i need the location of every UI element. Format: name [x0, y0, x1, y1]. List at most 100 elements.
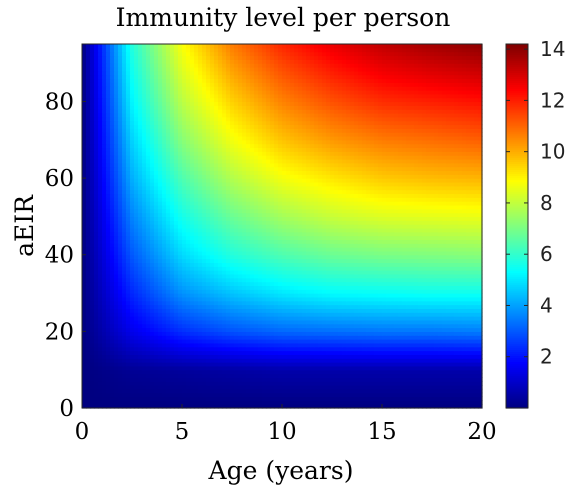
- heatmap-cell: [434, 369, 439, 375]
- heatmap-cell: [382, 323, 387, 329]
- heatmap-cell: [222, 231, 227, 237]
- heatmap-cell: [114, 220, 119, 225]
- heatmap-cell: [406, 381, 411, 386]
- heatmap-cell: [334, 270, 339, 275]
- heatmap-cell: [458, 400, 463, 405]
- heatmap-cell: [422, 254, 427, 260]
- heatmap-cell: [406, 231, 411, 237]
- heatmap-cell: [230, 319, 235, 325]
- heatmap-cell: [334, 369, 339, 375]
- heatmap-cell: [190, 289, 195, 294]
- heatmap-cell: [254, 388, 259, 394]
- heatmap-cell: [450, 220, 455, 225]
- heatmap-cell: [450, 227, 455, 233]
- heatmap-cell: [370, 400, 375, 405]
- heatmap-cell: [214, 392, 219, 398]
- heatmap-cell: [282, 239, 287, 244]
- heatmap-cell: [182, 385, 187, 390]
- heatmap-cell: [214, 354, 219, 359]
- heatmap-cell: [186, 250, 191, 256]
- heatmap-cell: [258, 400, 263, 405]
- heatmap-cell: [382, 273, 387, 279]
- heatmap-cell: [422, 404, 427, 409]
- heatmap-cell: [434, 365, 439, 371]
- heatmap-cell: [98, 262, 103, 267]
- heatmap-cell: [370, 243, 375, 248]
- heatmap-cell: [430, 285, 435, 290]
- heatmap-cell: [98, 339, 103, 344]
- heatmap-cell: [362, 220, 367, 225]
- heatmap-cell: [166, 316, 171, 321]
- heatmap-cell: [478, 392, 483, 398]
- heatmap-cell: [90, 354, 95, 359]
- heatmap-cell: [270, 308, 275, 313]
- heatmap-cell: [466, 243, 471, 248]
- heatmap-cell: [426, 308, 431, 313]
- heatmap-cell: [450, 354, 455, 359]
- heatmap-cell: [186, 277, 191, 283]
- heatmap-cell: [290, 273, 295, 279]
- heatmap-cell: [454, 239, 459, 244]
- heatmap-cell: [422, 335, 427, 340]
- heatmap-cell: [314, 281, 319, 286]
- heatmap-cell: [298, 216, 303, 221]
- heatmap-cell: [98, 323, 103, 329]
- heatmap-cell: [106, 273, 111, 279]
- heatmap-cell: [426, 247, 431, 252]
- heatmap-cell: [438, 250, 443, 256]
- heatmap-cell: [406, 300, 411, 306]
- heatmap-cell: [362, 339, 367, 344]
- heatmap-cell: [202, 250, 207, 256]
- heatmap-cell: [366, 316, 371, 321]
- heatmap-cell: [258, 319, 263, 325]
- heatmap-cell: [146, 331, 151, 336]
- heatmap-cell: [174, 235, 179, 241]
- heatmap-cell: [474, 346, 479, 352]
- heatmap-cell: [370, 362, 375, 367]
- heatmap-cell: [286, 220, 291, 225]
- heatmap-cell: [370, 262, 375, 267]
- heatmap-cell: [414, 331, 419, 336]
- heatmap-cell: [382, 224, 387, 229]
- heatmap-cell: [310, 227, 315, 233]
- heatmap-cell: [398, 339, 403, 344]
- heatmap-cell: [442, 369, 447, 375]
- heatmap-cell: [158, 323, 163, 329]
- heatmap-cell: [478, 362, 483, 367]
- heatmap-cell: [318, 285, 323, 290]
- heatmap-cell: [134, 331, 139, 336]
- heatmap-cell: [338, 308, 343, 313]
- heatmap-cell: [198, 316, 203, 321]
- heatmap-cell: [398, 270, 403, 275]
- heatmap-cell: [230, 220, 235, 225]
- heatmap-cell: [278, 319, 283, 325]
- heatmap-cell: [174, 377, 179, 382]
- heatmap-cell: [330, 300, 335, 306]
- heatmap-cell: [394, 304, 399, 309]
- heatmap-cell: [174, 300, 179, 306]
- heatmap-cell: [346, 296, 351, 302]
- heatmap-cell: [458, 385, 463, 390]
- heatmap-cell: [94, 250, 99, 256]
- heatmap-cell: [234, 285, 239, 290]
- heatmap-cell: [114, 231, 119, 237]
- heatmap-cell: [462, 239, 467, 244]
- heatmap-cell: [334, 250, 339, 256]
- heatmap-cell: [270, 365, 275, 371]
- heatmap-cell: [378, 339, 383, 344]
- heatmap-cell: [230, 296, 235, 302]
- heatmap-cell: [434, 270, 439, 275]
- heatmap-cell: [174, 319, 179, 325]
- heatmap-cell: [438, 350, 443, 355]
- heatmap-cell: [402, 339, 407, 344]
- heatmap-cell: [170, 388, 175, 394]
- heatmap-cell: [302, 392, 307, 398]
- heatmap-cell: [302, 220, 307, 225]
- heatmap-cell: [266, 327, 271, 332]
- heatmap-cell: [378, 273, 383, 279]
- heatmap-cell: [318, 388, 323, 394]
- heatmap-cell: [410, 285, 415, 290]
- heatmap-cell: [466, 266, 471, 271]
- heatmap-cell: [254, 266, 259, 271]
- heatmap-cell: [146, 216, 151, 221]
